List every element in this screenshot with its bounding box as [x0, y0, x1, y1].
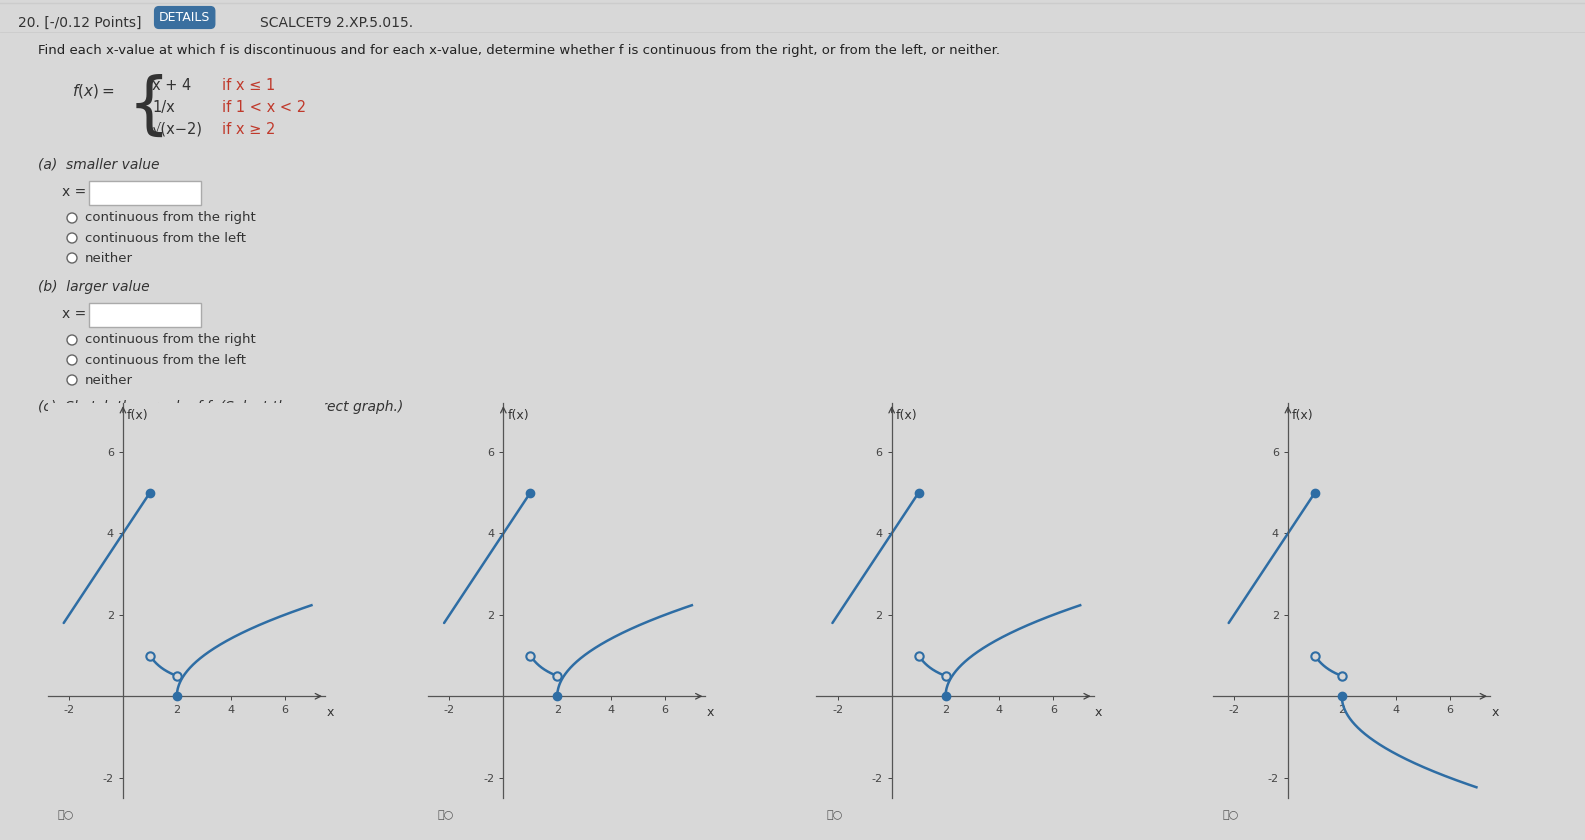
Text: 1/x: 1/x [152, 100, 174, 115]
Text: continuous from the right: continuous from the right [86, 333, 255, 346]
Text: neither: neither [86, 251, 133, 265]
Text: f(x): f(x) [896, 409, 918, 423]
Text: x =: x = [62, 307, 86, 321]
Text: DETAILS: DETAILS [158, 11, 211, 24]
Text: (a)  smaller value: (a) smaller value [38, 158, 160, 172]
Text: x =: x = [62, 185, 86, 199]
Text: {: { [128, 74, 171, 140]
Circle shape [67, 213, 78, 223]
Text: f(x): f(x) [507, 409, 529, 423]
Text: ⓘ○: ⓘ○ [57, 810, 74, 820]
Text: f(x): f(x) [127, 409, 149, 423]
FancyBboxPatch shape [89, 303, 201, 327]
Circle shape [67, 233, 78, 243]
Text: x + 4: x + 4 [152, 78, 192, 93]
Text: f(x): f(x) [1292, 409, 1314, 423]
Text: x: x [1095, 706, 1103, 719]
Text: x: x [1491, 706, 1499, 719]
Text: x: x [707, 706, 715, 719]
Text: ⓘ○: ⓘ○ [826, 810, 843, 820]
Text: neither: neither [86, 374, 133, 386]
Circle shape [67, 253, 78, 263]
Text: Find each x-value at which f is discontinuous and for each x-value, determine wh: Find each x-value at which f is disconti… [38, 44, 1000, 57]
Circle shape [67, 355, 78, 365]
Text: continuous from the right: continuous from the right [86, 212, 255, 224]
Text: ⓘ○: ⓘ○ [1222, 810, 1239, 820]
Text: continuous from the left: continuous from the left [86, 232, 246, 244]
Circle shape [67, 375, 78, 385]
Text: ⓘ○: ⓘ○ [437, 810, 455, 820]
Text: $f(x) =$: $f(x) =$ [71, 82, 114, 100]
Text: SCALCET9 2.XP.5.015.: SCALCET9 2.XP.5.015. [260, 16, 414, 30]
Text: (c)  Sketch the graph of f. (Select the correct graph.): (c) Sketch the graph of f. (Select the c… [38, 400, 403, 414]
Circle shape [67, 335, 78, 345]
Text: (b)  larger value: (b) larger value [38, 280, 149, 294]
Text: 20. [-/0.12 Points]: 20. [-/0.12 Points] [17, 16, 141, 30]
Text: continuous from the left: continuous from the left [86, 354, 246, 366]
Text: x: x [327, 706, 334, 719]
Text: if 1 < x < 2: if 1 < x < 2 [222, 100, 306, 115]
Text: if x ≤ 1: if x ≤ 1 [222, 78, 276, 93]
Text: if x ≥ 2: if x ≥ 2 [222, 122, 276, 137]
FancyBboxPatch shape [89, 181, 201, 205]
Text: √(x−2): √(x−2) [152, 122, 203, 137]
